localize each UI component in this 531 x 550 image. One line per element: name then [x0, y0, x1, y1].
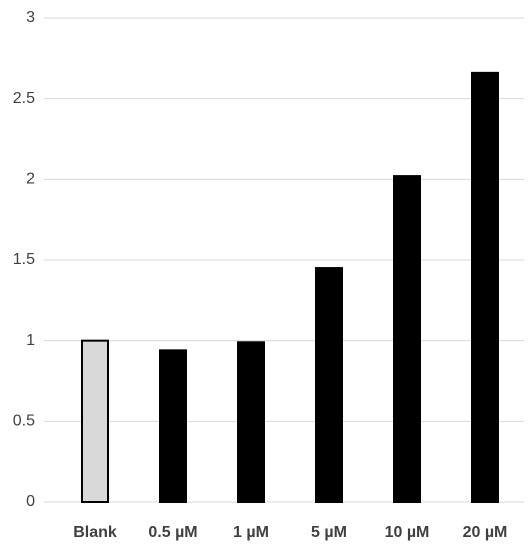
y-tick-label: 2.5 [13, 90, 35, 107]
bar [237, 341, 265, 503]
y-tick-label: 0.5 [13, 413, 35, 430]
y-tick-label: 0 [26, 493, 35, 510]
bar [393, 175, 421, 504]
bar [159, 349, 187, 504]
bar [471, 71, 499, 503]
x-tick-label: 20 µM [463, 524, 508, 541]
y-tick-label: 3 [26, 9, 35, 26]
bar [315, 267, 343, 504]
y-tick-label: 1 [26, 332, 35, 349]
x-tick-label: 0.5 µM [148, 524, 197, 541]
x-tick-label: 1 µM [233, 524, 269, 541]
y-tick-label: 1.5 [13, 251, 35, 268]
x-tick-label: Blank [73, 524, 117, 541]
y-tick-label: 2 [26, 171, 35, 188]
x-tick-label: 5 µM [311, 524, 347, 541]
bar [81, 339, 109, 503]
x-tick-label: 10 µM [385, 524, 430, 541]
